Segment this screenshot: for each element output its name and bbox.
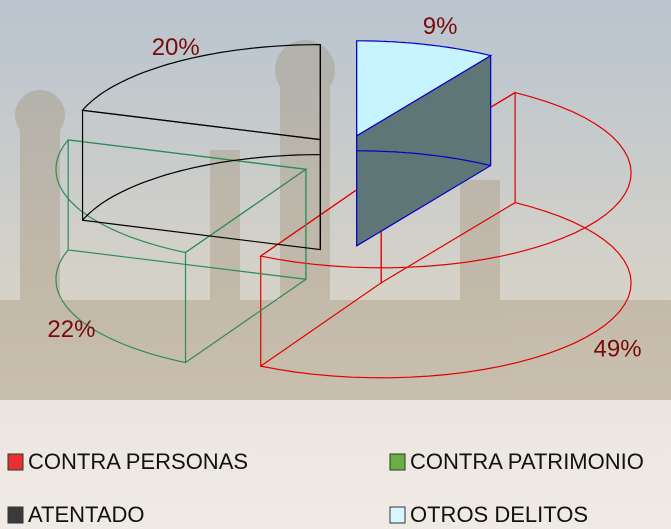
- value-label: 49%: [594, 335, 642, 362]
- slice-bottom: [260, 202, 632, 379]
- legend-label: CONTRA PATRIMONIO: [410, 449, 644, 474]
- value-label: 20%: [152, 34, 200, 61]
- slice: [55, 139, 308, 364]
- legend-label: ATENTADO: [28, 502, 145, 527]
- legend-backdrop: [0, 400, 671, 529]
- slice: [81, 43, 321, 251]
- slice: [356, 40, 493, 247]
- slice-bottom: [55, 249, 186, 364]
- slice-top: [81, 43, 321, 141]
- legend-swatch: [389, 506, 406, 524]
- legend-label: CONTRA PERSONAS: [28, 449, 248, 474]
- legend-label: OTROS DELITOS: [410, 502, 588, 527]
- legend-swatch: [389, 453, 406, 471]
- slice-top: [259, 91, 632, 269]
- slice-bottom: [82, 154, 321, 221]
- legend-swatch: [7, 506, 24, 524]
- slice-top: [356, 40, 493, 137]
- value-label: 9%: [423, 13, 458, 40]
- value-label: 22%: [47, 316, 95, 343]
- legend-swatch: [7, 453, 24, 471]
- slice-bottom: [356, 150, 491, 167]
- slice-top: [55, 139, 308, 254]
